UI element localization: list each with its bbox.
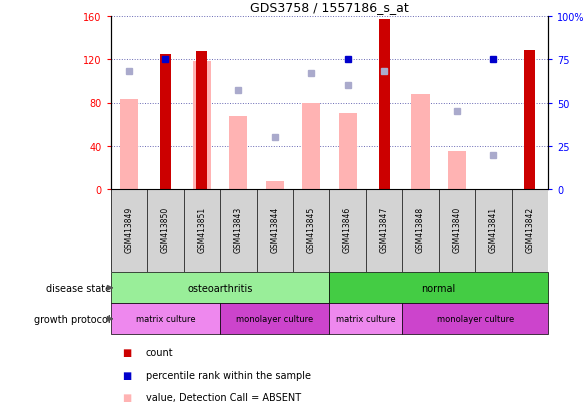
Text: osteoarthritis: osteoarthritis <box>187 283 253 293</box>
Text: ■: ■ <box>122 370 132 380</box>
Bar <box>111 304 220 335</box>
Text: monolayer culture: monolayer culture <box>437 315 514 323</box>
Bar <box>229 116 247 190</box>
Text: GSM413848: GSM413848 <box>416 206 425 253</box>
Text: GSM413847: GSM413847 <box>380 206 388 253</box>
Bar <box>402 304 548 335</box>
Text: monolayer culture: monolayer culture <box>236 315 314 323</box>
Bar <box>329 273 548 304</box>
Bar <box>378 20 389 190</box>
Bar <box>193 62 211 190</box>
Bar <box>266 181 284 190</box>
Text: disease state: disease state <box>45 283 111 293</box>
Text: GSM413844: GSM413844 <box>271 206 279 253</box>
Bar <box>524 51 535 190</box>
Text: GSM413849: GSM413849 <box>125 206 134 253</box>
Bar <box>448 152 466 190</box>
Bar <box>329 304 402 335</box>
Text: GSM413842: GSM413842 <box>525 206 534 253</box>
Bar <box>412 95 430 190</box>
Text: normal: normal <box>422 283 456 293</box>
Text: GSM413850: GSM413850 <box>161 206 170 253</box>
Bar <box>339 114 357 190</box>
Text: GSM413845: GSM413845 <box>307 206 315 253</box>
Text: matrix culture: matrix culture <box>136 315 195 323</box>
Text: GSM413841: GSM413841 <box>489 206 498 253</box>
Text: matrix culture: matrix culture <box>336 315 396 323</box>
Text: GSM413840: GSM413840 <box>452 206 461 253</box>
Title: GDS3758 / 1557186_s_at: GDS3758 / 1557186_s_at <box>250 1 409 14</box>
Text: GSM413843: GSM413843 <box>234 206 243 253</box>
Text: ■: ■ <box>122 347 132 357</box>
Bar <box>196 52 208 190</box>
Text: ■: ■ <box>122 392 132 402</box>
Text: GSM413846: GSM413846 <box>343 206 352 253</box>
Text: value, Detection Call = ABSENT: value, Detection Call = ABSENT <box>146 392 301 402</box>
Text: count: count <box>146 347 173 357</box>
Bar <box>220 304 329 335</box>
Text: growth protocol: growth protocol <box>34 314 111 324</box>
Text: percentile rank within the sample: percentile rank within the sample <box>146 370 311 380</box>
Bar <box>302 103 320 190</box>
Bar <box>160 55 171 190</box>
Text: GSM413851: GSM413851 <box>198 206 206 253</box>
Bar <box>120 100 138 190</box>
Bar <box>111 273 329 304</box>
